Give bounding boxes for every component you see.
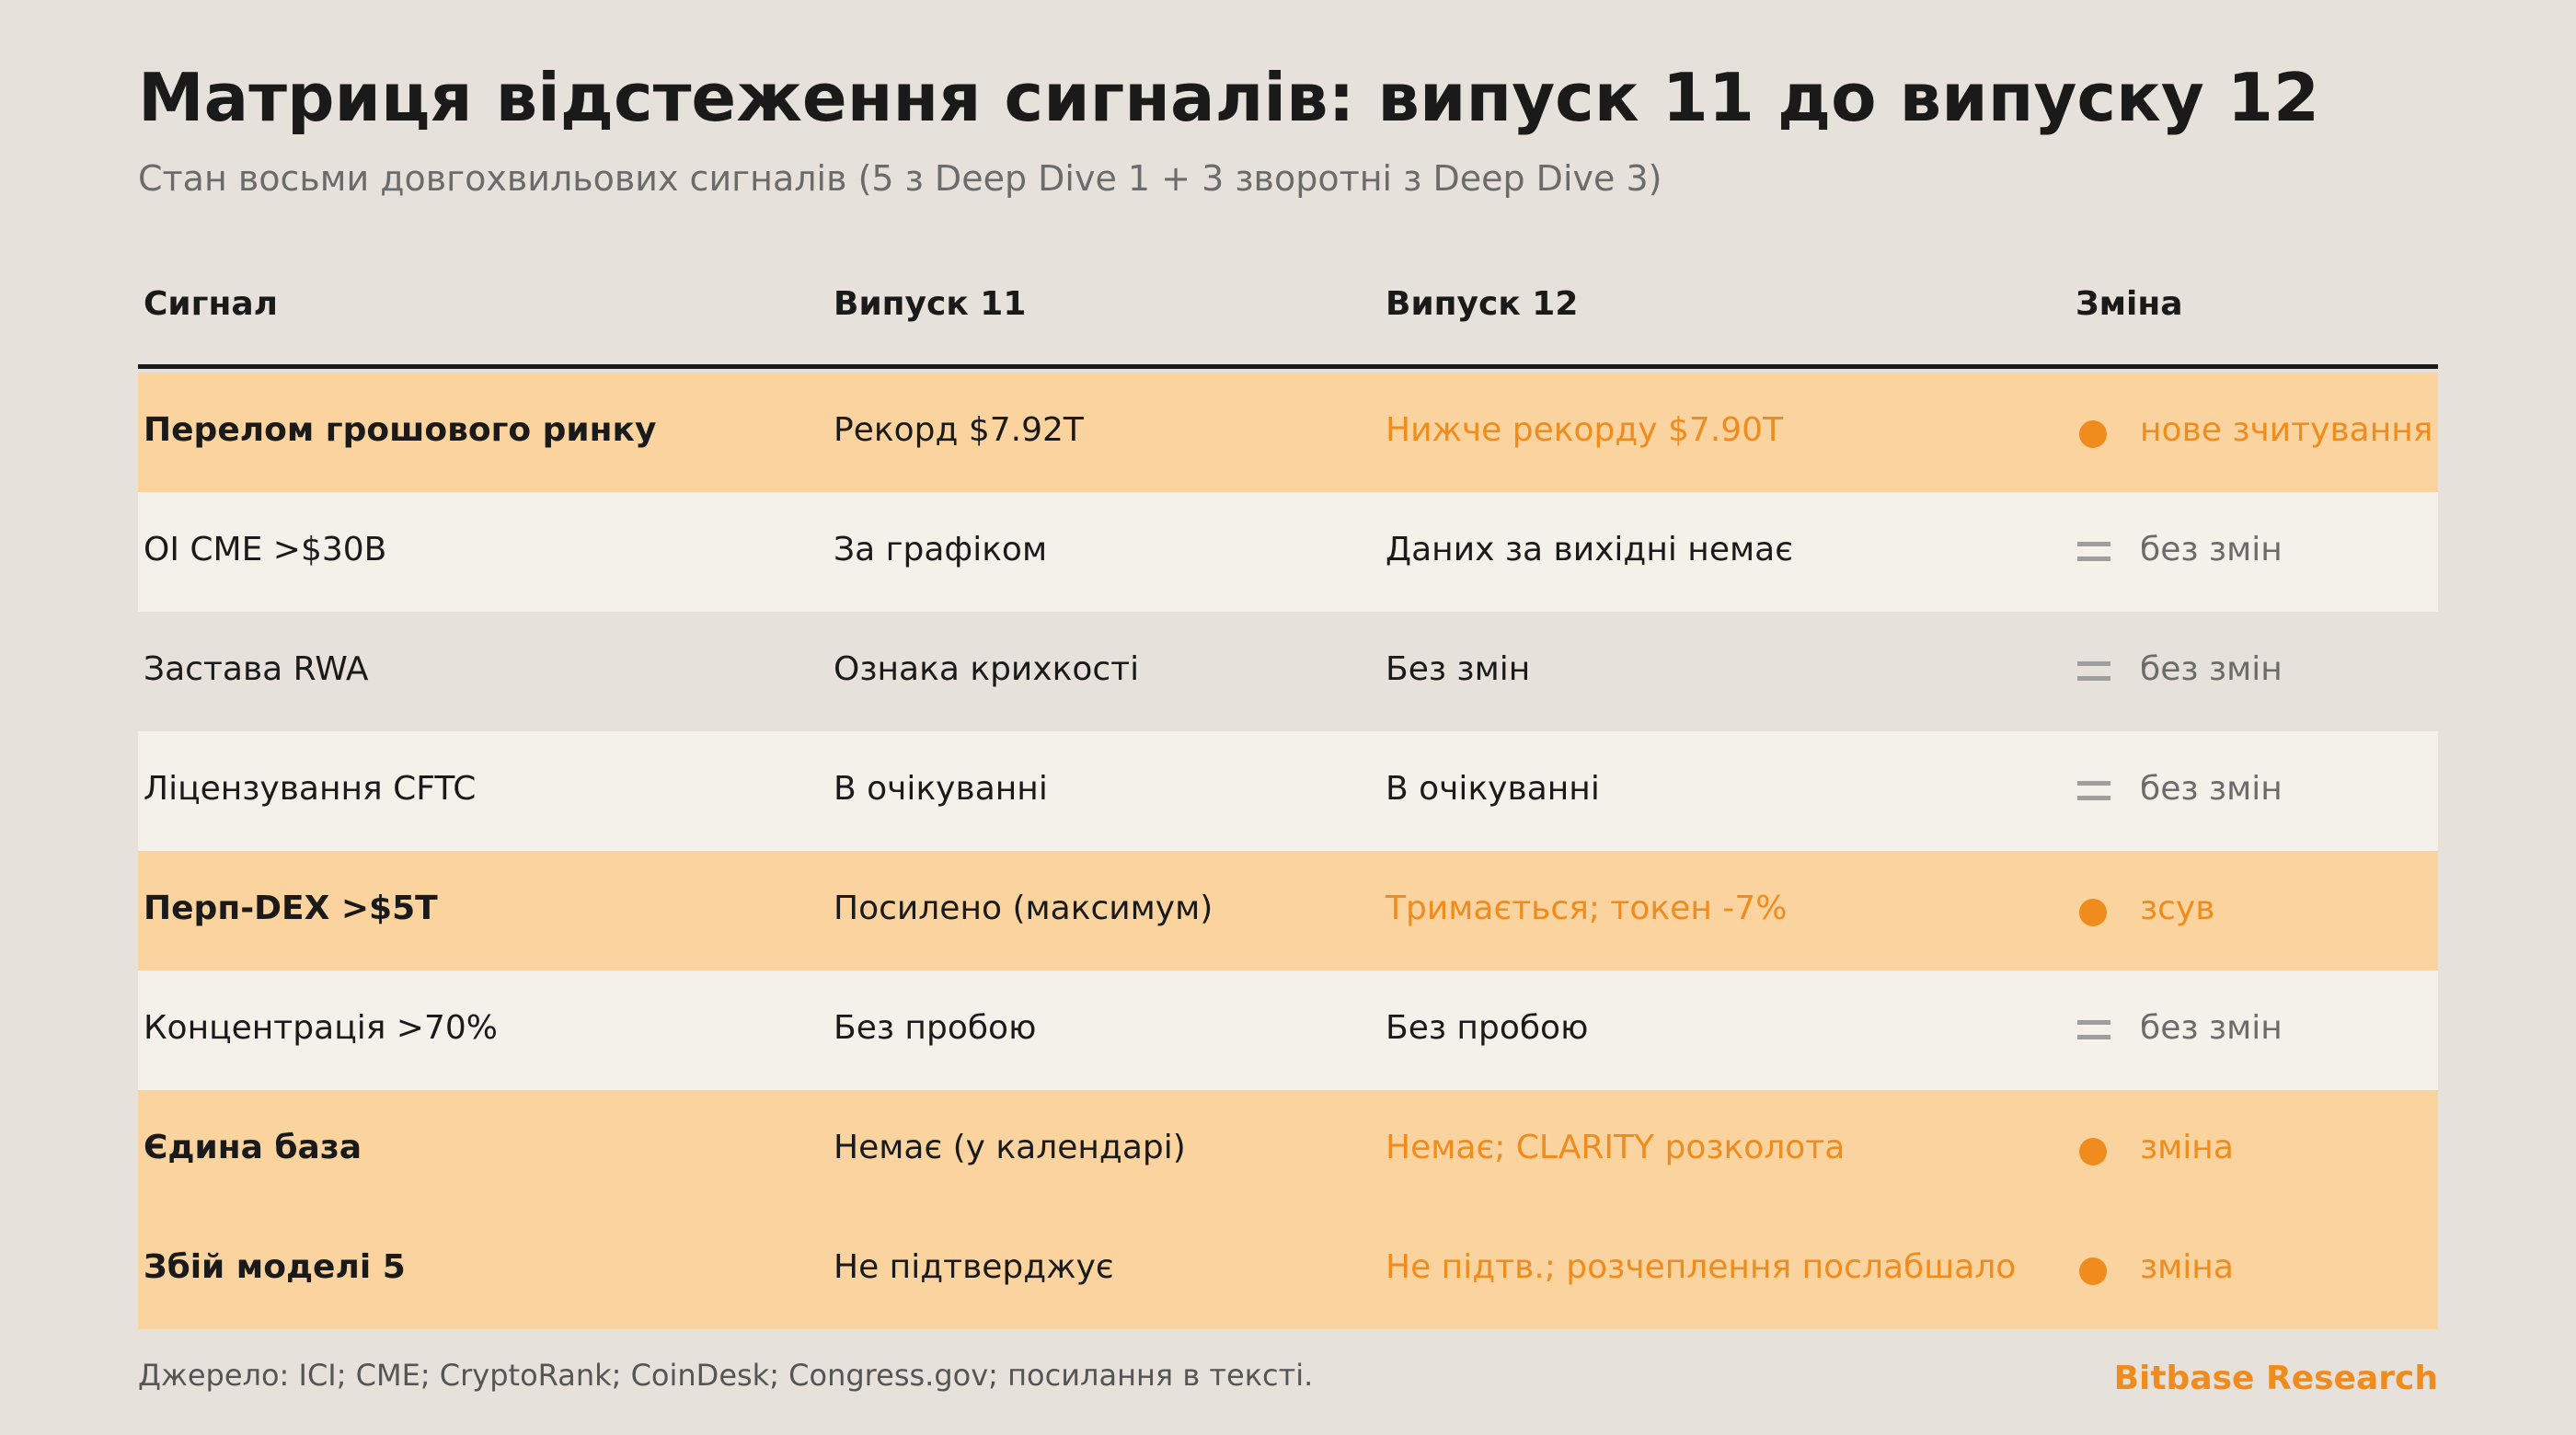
issue-12-value: Тримається; токен -7% — [1386, 890, 1788, 927]
issue-12-value: В очікуванні — [1386, 770, 1600, 808]
change-label: без змін — [2140, 650, 2283, 688]
issue-12-value: Не підтв.; розчеплення послабшало — [1386, 1248, 2017, 1286]
signal-name: Перп-DEX >$5T — [144, 890, 438, 927]
table-row: Концентрація >70% Без пробою Без пробою … — [138, 970, 2438, 1090]
issue-12-value: Даних за вихідні немає — [1386, 531, 1793, 568]
issue-11-value: В очікуванні — [834, 770, 1048, 808]
signal-tracking-table: Сигнал Випуск 11 Випуск 12 Зміна Перелом… — [138, 263, 2438, 1329]
signal-name: Застава RWA — [144, 650, 369, 688]
orange-dot-icon — [2079, 420, 2107, 448]
signal-name: Ліцензування CFTC — [144, 770, 477, 808]
signal-name: OI CME >$30B — [144, 531, 387, 568]
issue-11-value: Посилено (максимум) — [834, 890, 1213, 927]
change-label: без змін — [2140, 531, 2283, 568]
issue-11-value: Ознака крихкості — [834, 650, 1140, 688]
orange-dot-icon — [2079, 899, 2107, 926]
page-title: Матриця відстеження сигналів: випуск 11 … — [138, 59, 2320, 136]
change-label: зсув — [2140, 890, 2215, 927]
issue-12-value: Немає; CLARITY розколота — [1386, 1129, 1846, 1166]
equals-icon — [2077, 1020, 2110, 1040]
issue-11-value: Не підтверджує — [834, 1248, 1114, 1286]
issue-11-value: Рекорд $7.92T — [834, 411, 1084, 449]
change-label: без змін — [2140, 1009, 2283, 1047]
column-header-issue-12: Випуск 12 — [1386, 285, 1579, 323]
column-header-signal: Сигнал — [144, 285, 278, 323]
equals-icon — [2077, 542, 2110, 562]
signal-name: Перелом грошового ринку — [144, 411, 657, 449]
column-header-change: Зміна — [2076, 285, 2183, 323]
page: Матриця відстеження сигналів: випуск 11 … — [138, 0, 2438, 1435]
equals-icon — [2077, 781, 2110, 801]
issue-12-value: Нижче рекорду $7.90T — [1386, 411, 1784, 449]
table-row: Перп-DEX >$5T Посилено (максимум) Тримає… — [138, 851, 2438, 970]
orange-dot-icon — [2079, 1257, 2107, 1285]
page-subtitle: Стан восьми довгохвильових сигналів (5 з… — [138, 158, 1662, 199]
table-row: OI CME >$30B За графіком Даних за вихідн… — [138, 492, 2438, 612]
table-row: Ліцензування CFTC В очікуванні В очікува… — [138, 731, 2438, 851]
issue-11-value: За графіком — [834, 531, 1048, 568]
table-row: Перелом грошового ринку Рекорд $7.92T Ни… — [138, 373, 2438, 492]
table-row: Єдина база Немає (у календарі) Немає; CL… — [138, 1090, 2438, 1210]
issue-12-value: Без змін — [1386, 650, 1531, 688]
change-label: без змін — [2140, 770, 2283, 808]
orange-dot-icon — [2079, 1138, 2107, 1165]
table-row: Застава RWA Ознака крихкості Без змін бе… — [138, 612, 2438, 731]
table-header: Сигнал Випуск 11 Випуск 12 Зміна — [138, 263, 2438, 369]
table-row: Збій моделі 5 Не підтверджує Не підтв.; … — [138, 1210, 2438, 1329]
issue-11-value: Без пробою — [834, 1009, 1037, 1047]
equals-icon — [2077, 661, 2110, 682]
signal-name: Концентрація >70% — [144, 1009, 498, 1047]
brand-logo: Bitbase Research — [2113, 1360, 2438, 1397]
signal-name: Збій моделі 5 — [144, 1248, 406, 1286]
issue-12-value: Без пробою — [1386, 1009, 1589, 1047]
column-header-issue-11: Випуск 11 — [834, 285, 1027, 323]
change-label: зміна — [2140, 1248, 2234, 1286]
change-label: зміна — [2140, 1129, 2234, 1166]
signal-name: Єдина база — [144, 1129, 362, 1166]
issue-11-value: Немає (у календарі) — [834, 1129, 1186, 1166]
source-note: Джерело: ICI; CME; CryptoRank; CoinDesk;… — [138, 1358, 1314, 1393]
change-label: нове зчитування — [2140, 411, 2433, 449]
